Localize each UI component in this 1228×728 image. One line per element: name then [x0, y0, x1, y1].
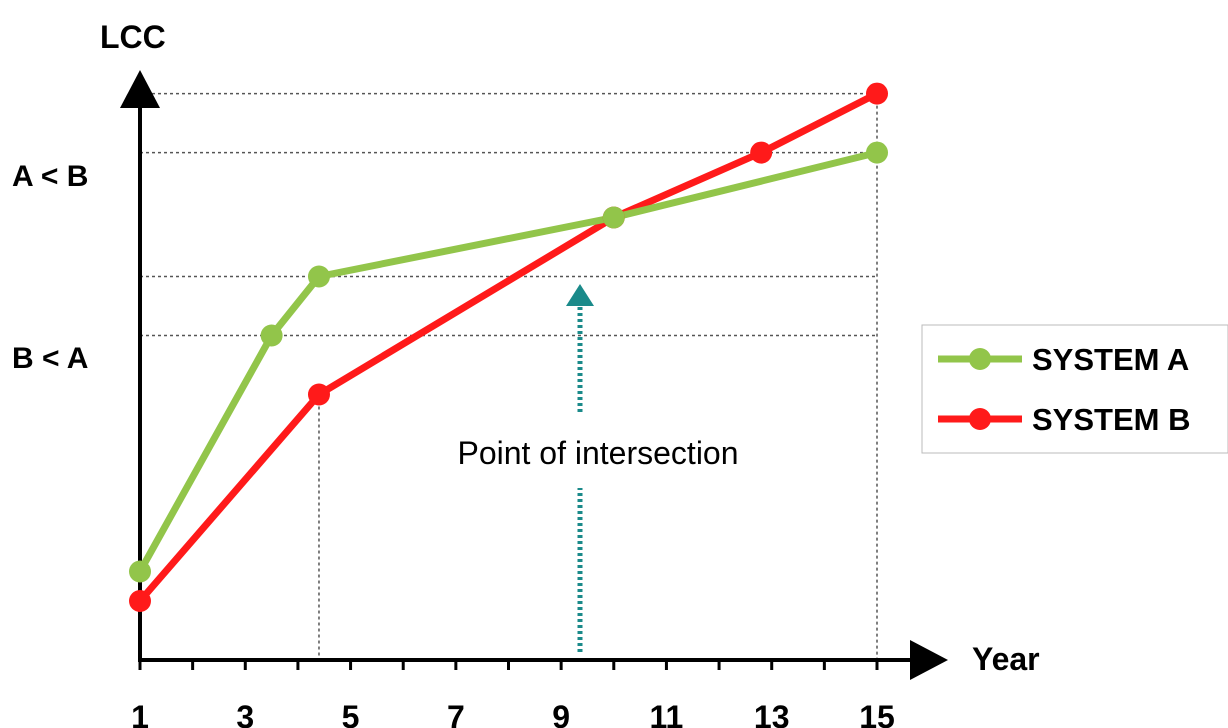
y-axis-title: LCC — [100, 19, 166, 55]
x-tick-label: 3 — [236, 699, 254, 728]
x-tick-labels: 1 3 5 7 9 11 13 15 — [131, 699, 895, 728]
intersection-arrow-head-icon — [566, 284, 594, 306]
data-point-system-a — [307, 265, 330, 288]
data-point-system-b — [750, 141, 773, 164]
x-axis-ticks — [138, 660, 879, 670]
data-point-system-a — [602, 206, 625, 229]
x-tick-label: 7 — [447, 699, 465, 728]
legend-box — [921, 324, 1228, 454]
data-point-system-b — [866, 82, 888, 105]
x-tick-label: 5 — [342, 699, 360, 728]
x-tick-label: 11 — [650, 699, 684, 728]
x-axis-arrow-icon — [910, 640, 948, 680]
legend-label-system-a: SYSTEM A — [1032, 342, 1189, 377]
data-point-system-a — [260, 324, 283, 347]
data-point-system-b — [307, 383, 330, 406]
x-axis-title: Year — [972, 641, 1040, 677]
series-line-system-a — [136, 149, 878, 574]
series-line-system-b — [137, 90, 879, 604]
y-range-label-b-less-a: B < A — [12, 342, 88, 375]
y-range-label-a-less-b: A < B — [12, 160, 88, 193]
intersection-label: Point of intersection — [457, 435, 738, 471]
legend-label-system-b: SYSTEM B — [1032, 402, 1190, 437]
data-point-system-b — [129, 590, 151, 612]
intersection-annotation: Point of intersection — [457, 284, 739, 652]
data-point-system-a — [866, 141, 888, 164]
x-tick-label: 15 — [859, 699, 895, 728]
x-tick-label: 13 — [754, 699, 790, 728]
series-layer — [129, 82, 888, 612]
legend-marker-system-b — [969, 408, 991, 430]
y-axis-arrow-icon — [120, 70, 160, 108]
x-tick-label: 9 — [552, 699, 570, 728]
data-point-system-a — [129, 560, 151, 583]
x-tick-label: 1 — [131, 699, 149, 728]
legend: SYSTEM A SYSTEM B — [921, 324, 1228, 454]
legend-marker-system-a — [969, 348, 991, 370]
